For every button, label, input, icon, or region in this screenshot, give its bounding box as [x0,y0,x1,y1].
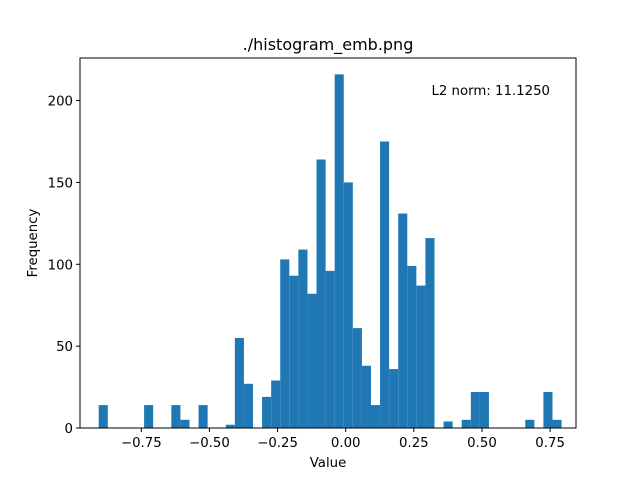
x-axis-label: Value [310,456,347,471]
histogram-bar [407,265,417,428]
y-axis-label: Frequency [26,209,41,278]
chart-title: ./histogram_emb.png [243,35,414,55]
histogram-bar [234,337,244,428]
histogram-bar [262,396,272,428]
bars-group [98,74,562,429]
histogram-bar [98,405,108,428]
histogram-bar [144,405,154,428]
histogram-bar [298,249,308,428]
histogram-bar [479,391,489,428]
histogram-bar [425,238,435,428]
histogram-bar [171,405,181,428]
l2-norm-annotation: L2 norm: 11.1250 [431,84,550,99]
histogram-bar [289,275,299,428]
histogram-bar [443,421,453,428]
histogram-bar [334,74,344,429]
histogram-bar [243,383,254,428]
histogram-bar [198,405,208,428]
x-tick-label: 0.75 [535,436,565,451]
x-tick-label: −0.75 [121,436,162,451]
x-tick-label: −0.25 [257,436,298,451]
x-tick-label: 0.00 [331,436,361,451]
x-tick-label: −0.50 [189,436,230,451]
y-tick-label: 50 [56,340,73,355]
histogram-bar [389,369,399,428]
histogram-bar [271,380,281,428]
histogram-bar [543,391,553,428]
histogram-bar [461,419,471,428]
histogram-bar [325,270,335,428]
histogram-bar [225,424,235,428]
y-tick-label: 200 [48,95,73,110]
plot-frame [79,57,577,429]
histogram-bar [316,159,326,428]
x-axis-ticks: −0.75 −0.50 −0.25 0.00 0.25 0.50 0.75 [121,428,565,451]
histogram-bar [380,141,390,428]
histogram-bar [398,213,408,428]
histogram-bar [307,293,317,428]
y-tick-label: 100 [48,258,73,273]
histogram-bar [180,419,190,428]
histogram-bar [370,405,381,428]
histogram-bar [552,419,562,428]
histogram-bar [361,365,371,428]
histogram-bar [352,328,362,428]
x-tick-label: 0.25 [399,436,429,451]
histogram-bar [416,285,426,428]
x-tick-label: 0.50 [467,436,497,451]
y-tick-label: 150 [48,176,73,191]
y-tick-label: 0 [65,422,73,437]
histogram-bar [470,391,480,428]
histogram-bar [525,419,535,428]
histogram-bar [280,259,290,428]
histogram-bar [343,182,353,428]
y-axis-ticks: 0 50 100 150 200 [48,95,80,437]
